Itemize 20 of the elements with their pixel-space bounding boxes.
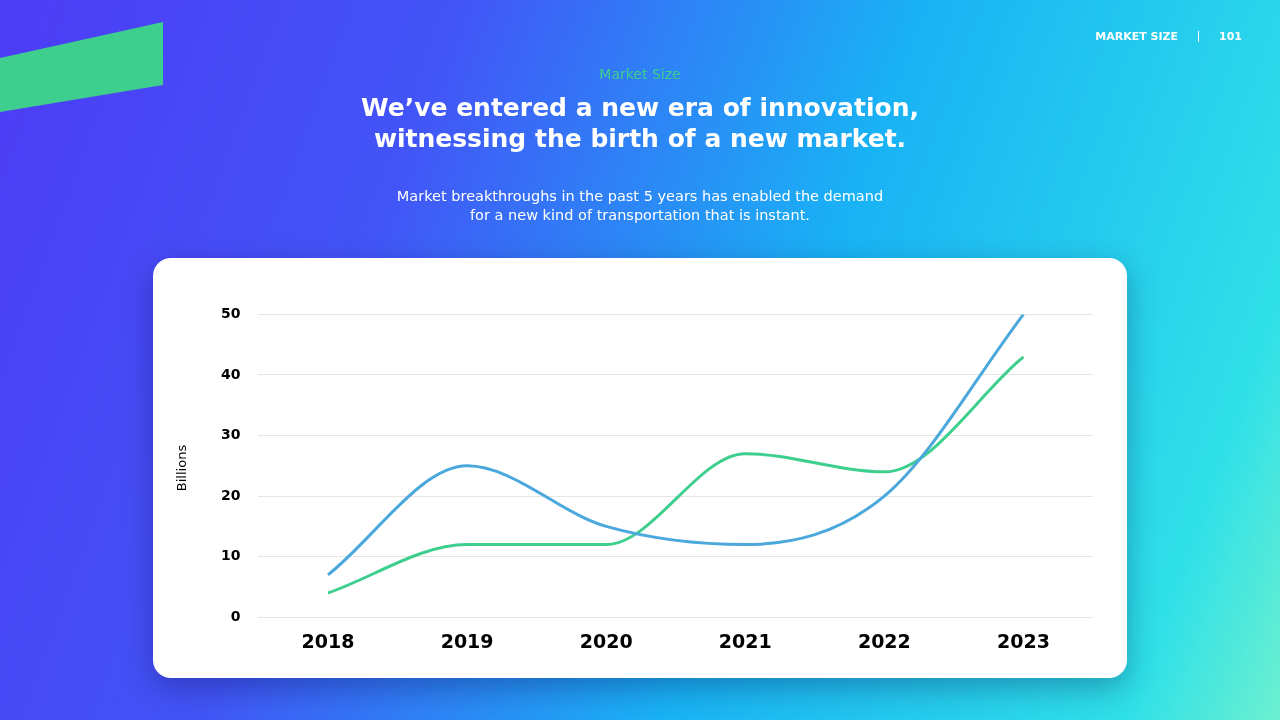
y-axis-title: Billions <box>173 444 189 492</box>
text: Market Size <box>598 66 682 82</box>
y-tick-label: 20 <box>221 486 241 503</box>
y-tick-label: 40 <box>221 365 241 382</box>
x-tick-label: 2018 <box>301 629 355 652</box>
x-tick-label: 2020 <box>579 629 633 652</box>
line-series <box>326 314 1025 577</box>
text: 101 <box>1219 30 1242 43</box>
x-tick-label: 2022 <box>857 629 911 652</box>
chart-title: We’ve entered a new era of innovation, witnessing the birth of a new market. <box>360 92 920 154</box>
x-tick-label: 2021 <box>718 629 772 652</box>
y-tick-label: 0 <box>230 607 241 624</box>
line-series <box>326 355 1025 595</box>
y-tick-label: 10 <box>221 547 241 564</box>
chart-subtitle: Market breakthroughs in the past 5 years has enabled the demand for a new kind of transportation that is instant. <box>395 187 885 225</box>
y-tick-label: 30 <box>221 426 241 443</box>
x-tick-label: 2023 <box>997 629 1050 652</box>
text: MARKET SIZE <box>1095 30 1179 43</box>
x-tick-label: 2019 <box>440 629 494 652</box>
y-tick-label: 50 <box>221 305 241 322</box>
